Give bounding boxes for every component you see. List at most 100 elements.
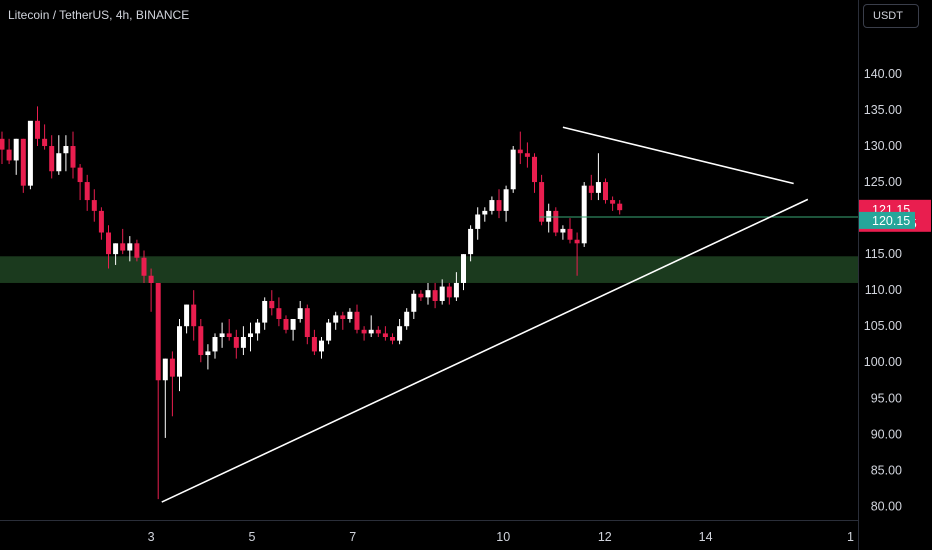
candle-body	[319, 340, 324, 352]
candle-body	[6, 149, 12, 161]
y-tick-label: 90.00	[871, 427, 902, 441]
candle-body	[27, 120, 33, 186]
candle-body	[510, 149, 516, 190]
x-tick-label: 14	[699, 530, 713, 544]
candle-body	[411, 293, 417, 312]
candle-body	[20, 138, 26, 186]
candle-body	[326, 322, 332, 341]
candle-body	[517, 149, 523, 154]
candle-body	[503, 189, 509, 211]
candle-body	[63, 146, 69, 154]
candle-body	[375, 329, 381, 334]
candle-body	[333, 315, 339, 323]
candle-body	[340, 315, 346, 319]
candle-body	[226, 333, 232, 338]
candle-body	[439, 286, 445, 301]
candle-body	[177, 326, 182, 377]
candle-body	[134, 243, 140, 258]
candle-body	[418, 293, 424, 298]
candle-body	[581, 185, 587, 244]
candle-body	[304, 308, 310, 338]
candle-body	[219, 333, 225, 338]
y-tick-label: 110.00	[865, 283, 902, 297]
x-tick-label: 5	[248, 530, 255, 544]
candle-body	[574, 239, 580, 244]
candle-body	[361, 329, 367, 334]
candle-body	[184, 304, 190, 327]
candle-body	[148, 275, 154, 283]
candle-body	[496, 200, 502, 211]
y-tick-label: 115.00	[865, 247, 902, 261]
candle-body	[588, 185, 594, 193]
candle-body	[489, 200, 495, 211]
chart-title: Litecoin / TetherUS, 4h, BINANCE	[8, 8, 190, 22]
candle-body	[56, 153, 62, 172]
candle-body	[191, 304, 197, 327]
currency-selector[interactable]: USDT	[863, 4, 919, 28]
close-price-tag	[859, 211, 915, 229]
close-price-value: 120.15	[872, 214, 910, 228]
x-tick-label: 1	[847, 530, 854, 544]
candle-body	[91, 200, 97, 211]
candle-body	[155, 282, 161, 381]
candle-body	[120, 243, 126, 251]
x-tick-label: 10	[496, 530, 510, 544]
candle-body	[113, 243, 119, 255]
candle-body	[240, 337, 246, 348]
candle-body	[84, 182, 90, 201]
candle-body	[262, 300, 268, 323]
candle-body	[276, 308, 282, 319]
y-tick-label: 130.00	[864, 139, 902, 153]
candle-body	[354, 311, 360, 330]
support-zone	[0, 256, 858, 283]
candle-body	[205, 351, 211, 356]
candle-body	[98, 210, 104, 233]
candle-body	[475, 214, 481, 229]
x-tick-label: 3	[148, 530, 155, 544]
candle-body	[553, 210, 559, 233]
ascending-trendline	[161, 198, 809, 503]
candle-body	[70, 146, 76, 168]
candle-body	[524, 153, 530, 157]
candle-body	[283, 318, 289, 330]
candle-body	[311, 337, 317, 352]
candle-body	[248, 333, 253, 338]
y-tick-label: 140.00	[864, 67, 902, 81]
candle-body	[290, 318, 296, 330]
candle-body	[397, 326, 403, 341]
y-tick-label: 80.00	[871, 499, 902, 513]
candle-body	[35, 120, 40, 139]
candle-body	[404, 311, 410, 327]
candle-body	[77, 167, 83, 183]
y-tick-label: 135.00	[864, 103, 902, 117]
candle-body	[269, 300, 275, 309]
candle-body	[368, 329, 374, 334]
candle-body	[390, 337, 395, 341]
candle-body	[382, 333, 388, 338]
y-tick-label: 100.00	[864, 355, 902, 369]
candle-body	[453, 282, 459, 298]
candle-body	[198, 326, 204, 356]
y-tick-label: 85.00	[871, 463, 902, 477]
candle-body	[603, 182, 608, 201]
candle-body	[482, 210, 488, 215]
candle-body	[468, 228, 474, 255]
candle-body	[297, 308, 303, 319]
candle-body	[13, 138, 19, 161]
candle-body	[461, 254, 466, 283]
candle-body	[539, 182, 545, 222]
candle-body	[233, 337, 239, 348]
candle-body	[212, 337, 218, 352]
candle-body	[106, 232, 111, 255]
candle-body	[0, 138, 5, 150]
descending-trendline	[562, 126, 794, 185]
y-tick-label: 95.00	[871, 391, 902, 405]
candle-body	[546, 210, 552, 222]
candle-body	[567, 228, 573, 240]
y-tick-label: 105.00	[864, 319, 902, 333]
candle-body	[425, 290, 431, 298]
candle-body	[127, 243, 133, 251]
candle-body	[532, 156, 537, 183]
candle-body	[169, 358, 175, 377]
